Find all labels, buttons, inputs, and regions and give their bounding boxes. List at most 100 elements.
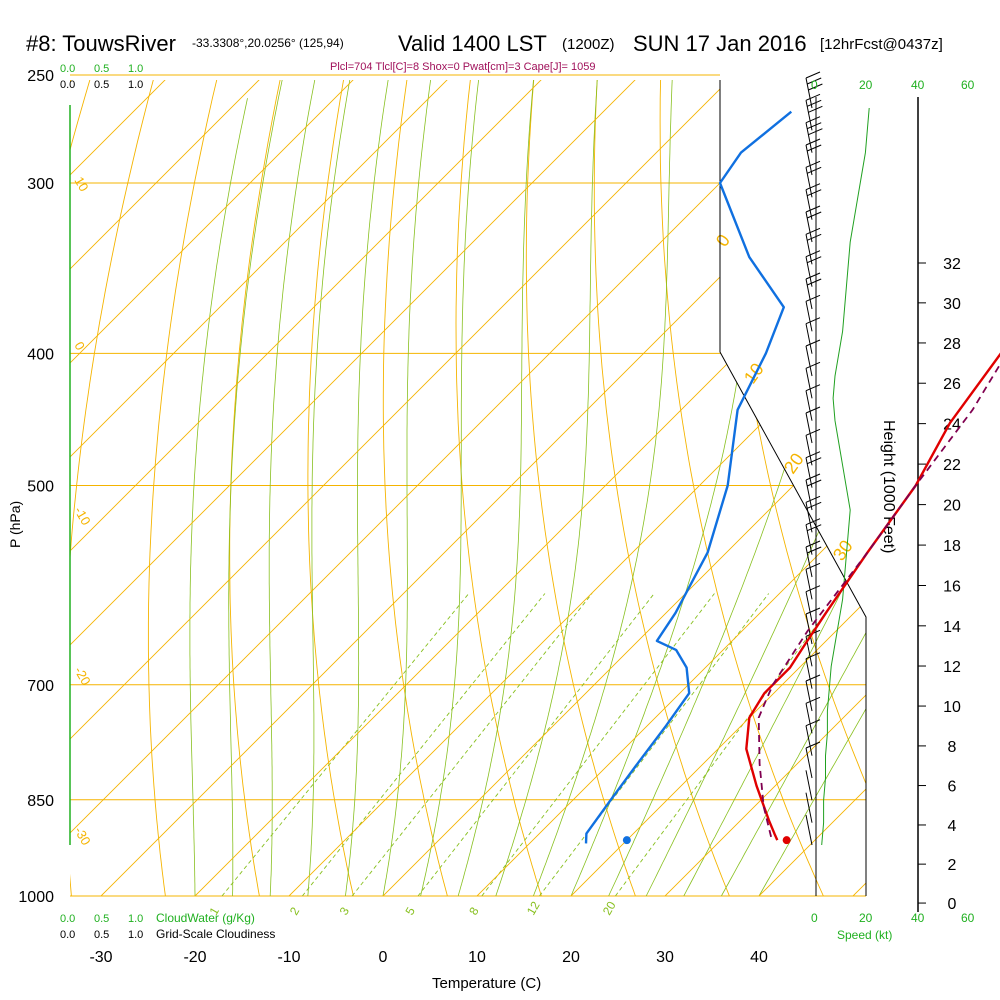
dry-adiabat-line [593,80,742,896]
wind-barb-flag [808,105,823,113]
pressure-axis: 250 300 400 500 700 850 1000 [18,68,54,906]
temperature-tick-label: 30 [656,949,674,966]
pressure-tick-label: 250 [27,68,54,85]
wind-barb [805,167,813,198]
height-tick-label: 4 [948,818,957,835]
wind-barb-flag [805,205,821,213]
wind-barb-flag [805,562,821,570]
wind-barb-flag [807,256,822,264]
pressure-tick-label: 500 [27,479,54,496]
wind-barb-flag [807,189,822,197]
cloudiness-tick: 1.0 [128,929,143,941]
dry-adiabat-line [723,80,866,896]
wind-barb-flag [807,166,822,174]
wind-barb-flag [807,211,822,219]
wind-barb [805,725,813,756]
station-location: -33.3308°,20.0256° (125,94) [192,36,344,50]
wind-barb-flag [808,83,823,91]
wind-barb-flag [805,294,821,302]
wind-barb [805,770,813,801]
height-tick-label: 26 [943,376,961,393]
height-tick-label: 16 [943,579,961,596]
isotherm-line [70,80,265,896]
dewpoint-line [584,110,793,844]
x-axis-label: Temperature (C) [432,975,541,992]
mixing-ratio-label: 12 [524,899,543,918]
wind-barb [805,524,813,555]
moist-adiabat-line [457,80,535,896]
mixing-ratio-line [301,593,546,896]
isotherm-line [70,80,641,896]
wind-barb-flag [805,71,821,79]
isotherm-line [70,80,735,896]
pressure-tick-label: 1000 [18,889,54,906]
height-tick-label: 32 [943,256,961,273]
isotherm-line [664,80,866,896]
wind-barb-flag [805,428,821,436]
dry-adiabat-line [70,80,162,896]
cloudiness-tick: 1.0 [128,79,143,91]
cloudiness-tick: 0.0 [60,929,75,941]
temperature-tick-label: 20 [562,949,580,966]
isotherm-line [288,80,866,896]
wind-barb-flag [805,272,821,280]
cloudiness-tick: 0.5 [94,929,109,941]
height-tick-label: 2 [948,857,957,874]
wind-barb-flag [805,160,821,168]
dry-adiabat-label: 30 [829,536,857,564]
dry-adiabat-line [382,80,456,896]
dry-adiabat-line [229,80,287,896]
wind-barb-flag [805,406,821,414]
wind-barb [805,658,813,689]
forecast-label: [12hrFcst@0437z] [820,36,943,53]
wind-barb-flag [807,144,822,152]
wind-barb [805,747,813,779]
y-axis-label: P (hPa) [7,501,23,548]
isotherm-label: 0 [71,339,88,353]
mixing-ratio-line [221,593,470,896]
moist-adiabat-line [645,80,866,896]
wind-barb [805,345,813,377]
speed-tick: 0 [811,78,818,92]
wind-barb-flag [807,77,822,85]
y2-axis-label: Height (1000 Feet) [880,420,897,553]
speed-scale-bottom: 0 20 40 60 Speed (kt) [811,911,975,942]
valid-zulu: (1200Z) [562,36,615,53]
wind-barb-flag [805,652,821,660]
height-tick-label: 22 [943,457,961,474]
moist-adiabat-line [721,80,866,896]
wind-barb-flag [805,674,821,682]
isotherm-line [70,80,547,896]
mixing-ratio-label: 3 [337,904,353,917]
pressure-tick-label: 400 [27,346,54,363]
cloudwater-tick: 0.0 [60,63,75,75]
wind-barb-flag [805,540,821,548]
isotherms [70,80,866,896]
cloudwater-tick: 1.0 [128,63,143,75]
moist-adiabat-line [382,80,432,896]
height-tick-label: 12 [943,659,961,676]
wind-barb [805,211,813,243]
height-tick-label: 10 [943,699,961,716]
parcel-line [757,362,1000,838]
wind-barb [805,77,813,109]
cloudwater-tick: 0.5 [94,913,109,925]
moist-adiabat-line [758,80,866,896]
wind-barb-flag [805,317,821,325]
moist-adiabat-line [420,80,480,896]
isotherm-label: -30 [71,824,93,848]
wind-barb [805,680,813,712]
dry-adiabats [70,80,866,896]
wind-barb [805,435,813,466]
dry-adiabat-line [848,80,866,896]
height-tick-label: 8 [948,739,957,756]
temperature-tick-label: 10 [468,949,486,966]
wind-barb-flag [805,138,821,146]
dry-adiabat-label: 20 [780,449,808,477]
speed-tick: 60 [961,911,975,925]
sounding-traces [584,110,1000,845]
speed-label: Speed (kt) [837,928,892,942]
dry-adiabat-line [307,80,361,896]
